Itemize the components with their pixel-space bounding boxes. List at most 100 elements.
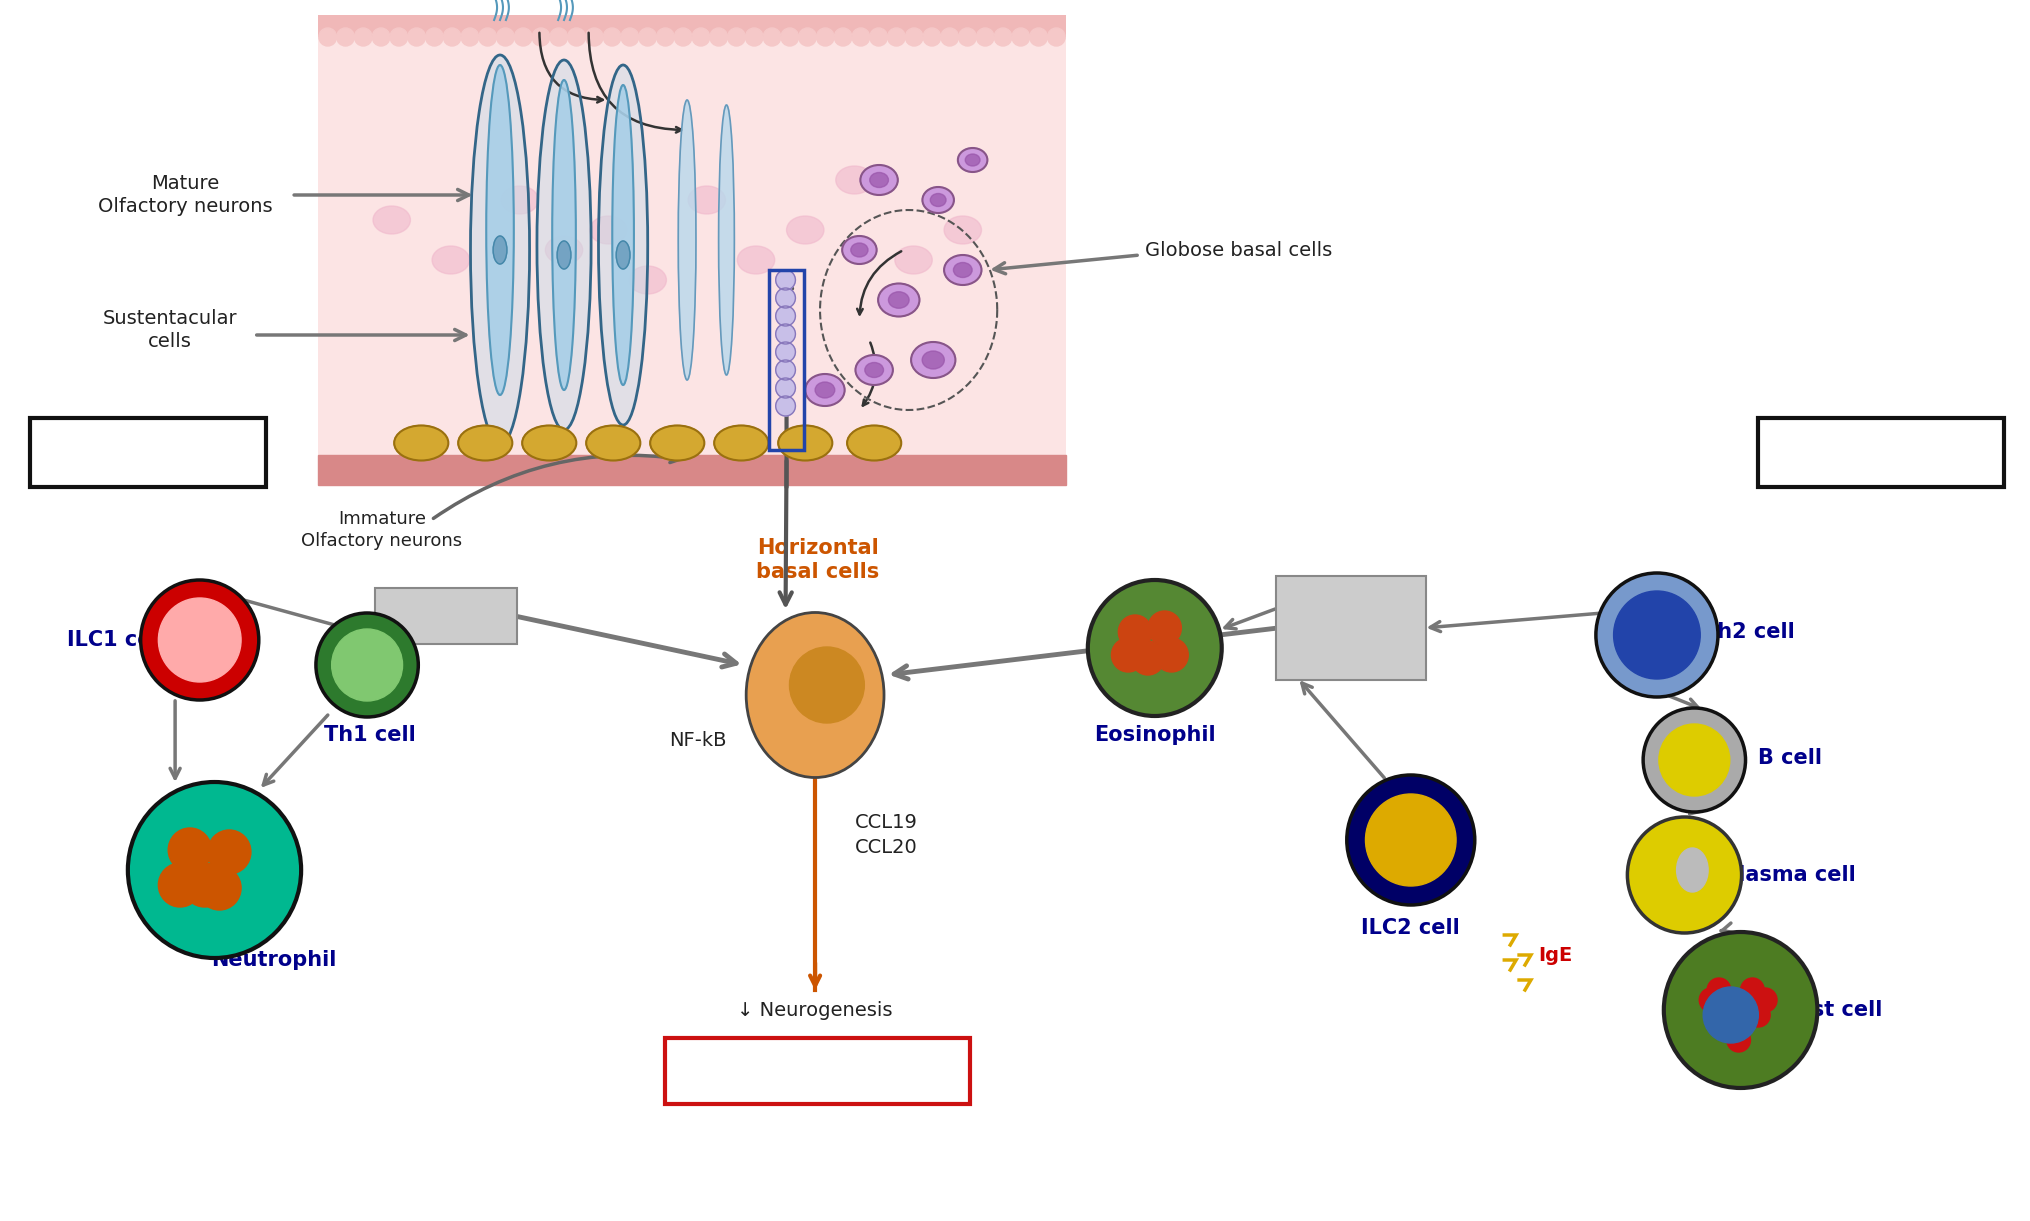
Text: Plasma cell: Plasma cell [1723,864,1855,885]
Circle shape [790,647,865,723]
Ellipse shape [650,425,704,460]
Circle shape [775,270,796,291]
Circle shape [1047,28,1066,46]
Ellipse shape [964,154,980,166]
Text: Type 1 inflammation: Type 1 inflammation [28,443,268,463]
Ellipse shape [861,165,897,195]
Ellipse shape [374,206,410,234]
Ellipse shape [842,236,877,264]
Ellipse shape [954,263,972,277]
Circle shape [1628,817,1742,933]
Circle shape [337,28,355,46]
Circle shape [887,28,905,46]
Circle shape [1642,708,1746,812]
Text: IL-4
IL-5
IL-13: IL-4 IL-5 IL-13 [1328,592,1374,664]
Text: ↓ Neurogenesis: ↓ Neurogenesis [737,1000,893,1020]
Circle shape [798,28,816,46]
Circle shape [782,28,798,46]
Circle shape [775,306,796,326]
FancyBboxPatch shape [1758,418,2004,487]
Ellipse shape [394,425,449,460]
Ellipse shape [922,350,944,369]
Circle shape [1119,615,1151,650]
Text: Sustentacular
cells: Sustentacular cells [104,309,238,352]
Ellipse shape [617,241,629,269]
Circle shape [1346,775,1474,905]
Circle shape [585,28,603,46]
Text: Mast cell: Mast cell [1776,1000,1882,1020]
Circle shape [140,580,258,700]
Ellipse shape [851,243,869,256]
Circle shape [924,28,940,46]
Ellipse shape [613,85,633,385]
FancyBboxPatch shape [376,589,518,643]
Ellipse shape [487,65,514,396]
Ellipse shape [879,283,920,316]
Circle shape [1131,641,1165,675]
Circle shape [775,379,796,398]
Circle shape [639,28,656,46]
Bar [769,270,804,451]
Ellipse shape [599,65,648,425]
Text: Mature
Olfactory neurons: Mature Olfactory neurons [97,173,272,216]
Ellipse shape [556,241,570,269]
Circle shape [168,828,211,872]
Circle shape [710,28,727,46]
Circle shape [1366,794,1456,886]
Ellipse shape [587,425,639,460]
Ellipse shape [865,363,883,377]
Circle shape [1721,1006,1746,1031]
Circle shape [1112,639,1145,672]
Circle shape [1029,28,1047,46]
Circle shape [775,396,796,416]
Ellipse shape [847,425,901,460]
Circle shape [331,629,402,701]
Ellipse shape [944,216,980,244]
Circle shape [692,28,710,46]
Ellipse shape [719,105,735,375]
Ellipse shape [911,342,956,379]
Circle shape [958,28,976,46]
Circle shape [1703,987,1758,1043]
Circle shape [1659,724,1730,796]
Circle shape [1596,573,1717,697]
Ellipse shape [958,148,987,172]
Text: CCL19
CCL20: CCL19 CCL20 [855,813,918,857]
Text: IFN-γ: IFN-γ [420,607,471,625]
Circle shape [408,28,426,46]
Circle shape [869,28,887,46]
Circle shape [158,863,201,907]
Text: Horizontal
basal cells: Horizontal basal cells [757,537,879,582]
Circle shape [1707,978,1732,1002]
Circle shape [1614,591,1701,679]
Ellipse shape [855,355,893,385]
Circle shape [1665,932,1817,1088]
Circle shape [834,28,853,46]
Text: ILC2 cell: ILC2 cell [1362,918,1460,938]
Ellipse shape [1677,849,1707,893]
Text: Immature
Olfactory neurons: Immature Olfactory neurons [300,510,463,551]
Circle shape [1740,978,1764,1002]
Text: Th2 cell: Th2 cell [1703,621,1795,642]
Circle shape [1155,639,1188,672]
Circle shape [1011,28,1029,46]
Circle shape [128,781,300,958]
Ellipse shape [895,245,932,274]
Ellipse shape [688,186,725,214]
Text: B cell: B cell [1758,748,1821,768]
Circle shape [443,28,461,46]
Circle shape [976,28,995,46]
Circle shape [905,28,924,46]
Circle shape [763,28,782,46]
Text: Type 2 inflammation: Type 2 inflammation [1762,443,2002,463]
Circle shape [995,28,1011,46]
Circle shape [568,28,585,46]
Circle shape [1754,988,1776,1012]
Circle shape [426,28,443,46]
Text: Th1 cell: Th1 cell [325,725,416,745]
Ellipse shape [777,425,832,460]
Circle shape [1728,1028,1750,1053]
Ellipse shape [678,100,696,380]
Circle shape [816,28,834,46]
FancyBboxPatch shape [1277,576,1425,680]
